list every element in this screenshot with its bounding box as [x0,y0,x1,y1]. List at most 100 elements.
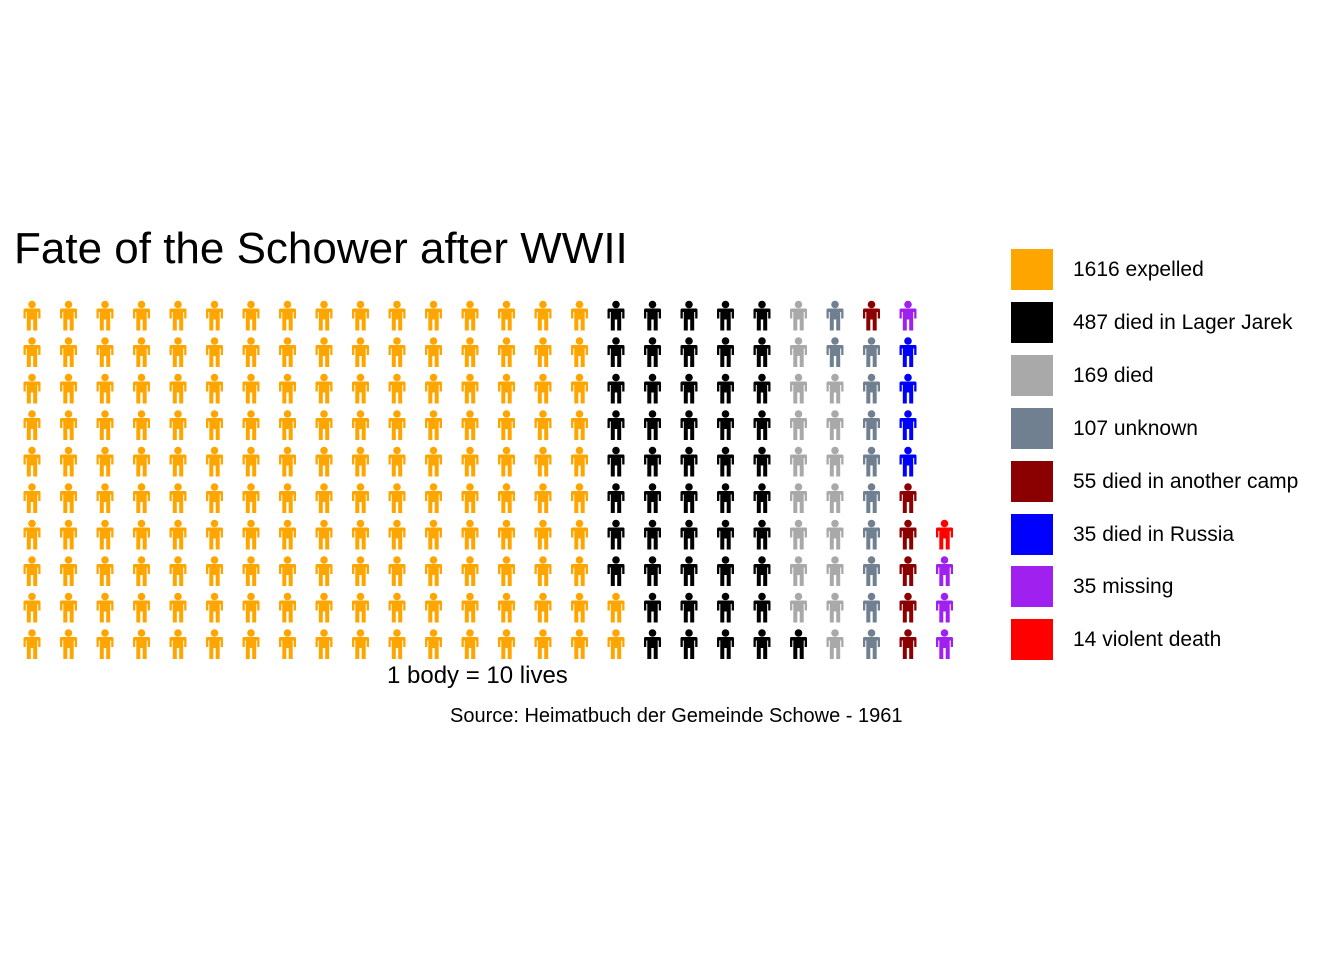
person-icon [607,300,625,331]
person-icon [23,337,41,367]
person-icon [425,483,442,513]
person-icon [826,373,844,404]
person-icon [60,629,77,659]
person-icon [534,410,552,440]
person-icon [534,373,552,404]
legend-swatch [1011,354,1053,396]
person-icon [461,337,479,367]
person-icon [644,483,661,513]
legend-label: 35 died in Russia [1073,522,1235,546]
person-icon [23,519,41,550]
person-icon [315,519,333,550]
legend-swatch [1011,513,1053,555]
person-icon [717,629,734,659]
person-icon [425,337,442,367]
person-icon [534,337,552,367]
person-icon [534,483,552,513]
person-icon [206,592,223,623]
person-icon [644,410,661,440]
person-icon [826,629,844,659]
person-icon [790,300,807,331]
person-icon [790,556,807,586]
person-icon [315,300,333,331]
person-icon [315,337,333,367]
person-icon [133,373,150,404]
person-icon [863,373,880,404]
x-axis-label: 1 body = 10 lives [387,662,568,689]
legend-swatch [1011,566,1053,608]
legend-item: 1616 expelled [1011,249,1341,290]
person-icon [315,592,333,623]
person-icon [644,556,661,586]
person-icon [936,629,953,659]
person-icon [206,556,223,586]
person-icon [607,483,625,513]
person-icon [315,446,333,477]
person-icon [133,629,150,659]
person-icon [498,519,515,550]
person-icon [169,337,187,367]
person-icon [790,337,807,367]
person-icon [133,519,150,550]
person-icon [571,519,588,550]
person-icon [96,373,114,404]
legend-label: 107 unknown [1073,416,1198,440]
person-icon [388,592,406,623]
person-icon [388,300,406,331]
person-icon [461,483,479,513]
person-icon [571,446,588,477]
person-icon [206,629,223,659]
person-icon [206,337,223,367]
legend-swatch [1011,249,1053,290]
person-icon [461,300,479,331]
person-icon [96,300,114,331]
person-icon [23,629,41,659]
person-icon [242,629,260,659]
person-icon [133,483,150,513]
person-icon [279,556,296,586]
person-icon [388,483,406,513]
person-icon [279,483,296,513]
legend-label: 55 died in another camp [1073,469,1299,493]
person-icon [242,300,260,331]
legend-label: 14 violent death [1073,628,1222,652]
person-icon [206,410,223,440]
person-icon [899,483,917,513]
person-icon [863,629,880,659]
person-icon [717,592,734,623]
person-icon [863,337,880,367]
person-icon [60,519,77,550]
person-icon [899,373,917,404]
person-icon [863,556,880,586]
person-icon [899,300,917,331]
person-icon [133,337,150,367]
person-icon [96,629,114,659]
person-icon [169,483,187,513]
person-icon [644,300,661,331]
person-icon [899,519,917,550]
person-icon [60,300,77,331]
person-icon [425,373,442,404]
person-icon [425,592,442,623]
person-icon [96,446,114,477]
person-icon [498,629,515,659]
person-icon [133,592,150,623]
person-icon [644,519,661,550]
person-icon [534,629,552,659]
person-icon [826,300,844,331]
person-icon [534,556,552,586]
person-icon [242,519,260,550]
person-icon [863,300,880,331]
person-icon [753,300,771,331]
legend-swatch [1011,460,1053,502]
person-icon [425,410,442,440]
person-icon [680,556,698,586]
person-icon [388,629,406,659]
person-icon [242,373,260,404]
waffle-chart [23,300,953,659]
legend-swatch [1011,407,1053,449]
person-icon [534,446,552,477]
person-icon [96,592,114,623]
person-icon [279,337,296,367]
legend-item: 169 died [1011,354,1341,396]
